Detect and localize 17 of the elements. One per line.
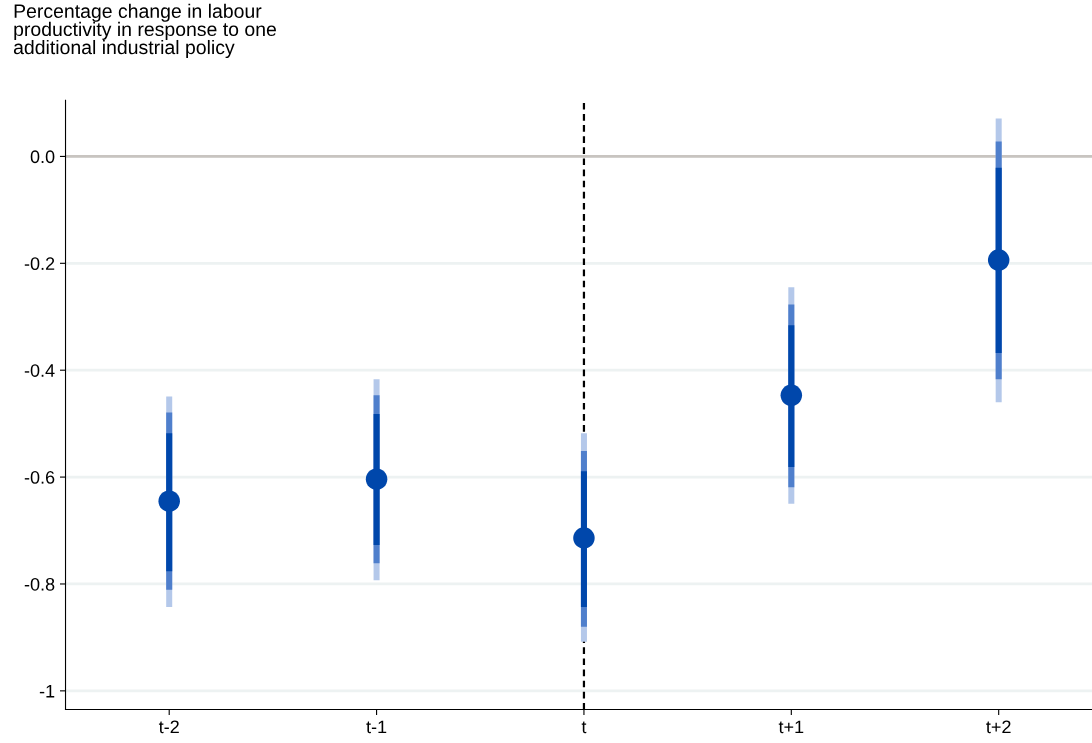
point [365, 468, 388, 490]
x-tick-label: t+1 [778, 720, 804, 734]
point [573, 527, 595, 549]
x-tick-label: t [581, 721, 587, 734]
x-tick-label: t-1 [366, 720, 387, 734]
x-tick-label: t+2 [986, 720, 1011, 734]
point [780, 384, 803, 407]
y-tick-label: -0.4 [24, 364, 55, 377]
y-tick-label: 0.0 [30, 150, 55, 164]
point [158, 490, 180, 512]
y-tick-label: -0.8 [24, 577, 55, 591]
x-tick-label: t-2 [158, 720, 179, 734]
chart-title: Percentage change in labour productivity in response to one additional industrial policy [13, 3, 276, 59]
y-tick-label: -0.6 [24, 471, 55, 484]
point [987, 249, 1010, 271]
y-tick-label: -0.2 [24, 257, 55, 271]
y-tick-label: -1 [39, 684, 55, 698]
